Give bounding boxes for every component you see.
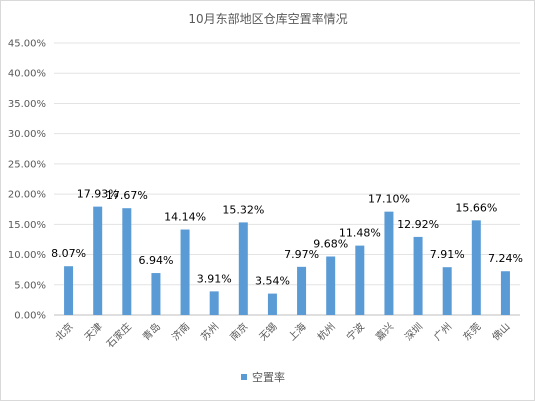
bar (384, 211, 394, 315)
data-label: 9.68% (313, 237, 348, 250)
y-tick-label: 0.00% (14, 311, 46, 322)
x-tick-label: 石家庄 (104, 320, 134, 350)
x-tick-label: 青岛 (140, 320, 163, 343)
x-tick-label: 嘉兴 (373, 320, 396, 343)
bar (326, 256, 336, 315)
x-tick-label: 天津 (82, 321, 105, 344)
data-label: 3.91% (197, 272, 232, 285)
legend: 空置率 (241, 370, 285, 384)
data-label: 7.91% (430, 248, 465, 261)
data-label: 7.97% (284, 248, 319, 261)
legend-swatch (241, 374, 247, 380)
bar (471, 220, 481, 315)
x-tick-label: 宁波 (344, 320, 367, 343)
bar (93, 206, 103, 315)
y-tick-label: 40.00% (8, 69, 46, 80)
y-tick-label: 20.00% (8, 190, 46, 201)
chart-title: 10月东部地区仓库空置率情况 (188, 11, 347, 26)
bar (500, 271, 510, 315)
x-tick-label: 无锡 (256, 320, 279, 343)
data-label: 8.07% (51, 247, 86, 260)
x-tick-label: 东莞 (460, 320, 483, 343)
x-tick-label: 济南 (169, 320, 192, 343)
x-axis-tick-labels: 北京 天津 石家庄 青岛 济南 苏州 南京 无锡 上海 杭州 宁波 嘉兴 深圳 广州 东莞 佛山 (52, 320, 512, 350)
bar (238, 222, 248, 315)
x-tick-label: 上海 (285, 320, 308, 343)
data-label: 6.94% (138, 254, 173, 267)
x-tick-label: 北京 (52, 320, 75, 343)
legend-label: 空置率 (252, 370, 285, 384)
bar (355, 245, 365, 315)
gridlines (54, 42, 520, 316)
data-label: 15.32% (222, 203, 264, 216)
bar (64, 266, 74, 315)
data-label: 11.48% (339, 227, 381, 240)
y-tick-label: 25.00% (8, 159, 46, 170)
bar (151, 273, 161, 315)
bars (64, 206, 510, 315)
data-label: 12.92% (397, 218, 439, 231)
bar (122, 208, 132, 315)
data-labels: 8.07% 17.93%17.67% 6.94% 14.14% 3.91% 15.32% 3… (51, 188, 523, 288)
data-label: 17.67% (106, 189, 148, 202)
data-label: 17.10% (368, 193, 410, 206)
x-tick-label: 深圳 (403, 321, 426, 344)
data-label: 17.93% (77, 188, 119, 201)
bar (209, 291, 219, 315)
y-tick-label: 15.00% (8, 220, 46, 231)
x-tick-label: 杭州 (314, 320, 337, 343)
x-tick-label: 苏州 (198, 320, 221, 343)
y-tick-label: 35.00% (8, 99, 46, 110)
data-label: 7.24% (488, 252, 523, 265)
y-axis-tick-labels: 0.00% 5.00% 10.00% 15.00% 20.00% 25.00% 30.00%… (8, 39, 46, 322)
data-label: 3.54% (255, 275, 290, 288)
x-tick-label: 广州 (432, 321, 455, 344)
data-label: 14.14% (164, 211, 206, 224)
x-tick-label: 南京 (227, 320, 250, 343)
y-tick-label: 45.00% (8, 39, 46, 50)
x-tick-label: 佛山 (489, 320, 512, 343)
y-tick-label: 5.00% (14, 280, 46, 291)
bar (442, 267, 452, 315)
bar (413, 236, 423, 315)
bar (267, 293, 277, 315)
y-tick-label: 10.00% (8, 250, 46, 261)
data-label: 15.66% (455, 201, 497, 214)
bar (180, 229, 190, 315)
bar (297, 266, 307, 315)
y-tick-label: 30.00% (8, 129, 46, 140)
